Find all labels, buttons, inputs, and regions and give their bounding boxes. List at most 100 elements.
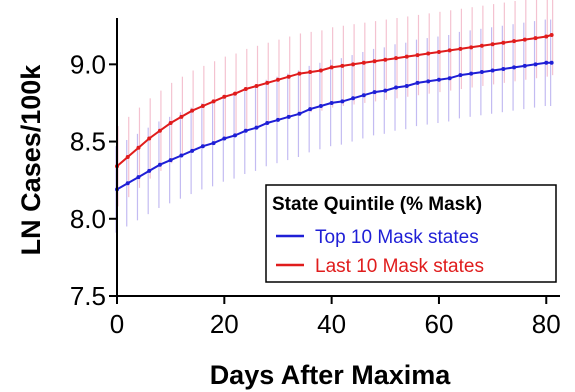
data-point [157,162,162,167]
data-point [383,88,388,93]
data-point [265,80,270,85]
data-point [522,37,527,42]
data-point [458,46,463,51]
data-point [479,43,484,48]
data-point [308,107,313,112]
x-tick-label: 60 [424,309,453,339]
data-point [501,66,506,71]
x-tick-label: 0 [110,309,124,339]
data-point [190,148,195,153]
data-point [179,153,184,158]
y-tick-label: 8.0 [70,204,106,234]
data-point [522,63,527,68]
x-axis-label: Days After Maxima [210,360,452,390]
data-point [222,94,227,99]
data-point [286,114,291,119]
data-point [308,70,313,75]
data-point [340,99,345,104]
data-point [404,54,409,59]
data-point [490,42,495,47]
data-point [415,80,420,85]
data-point [340,63,345,68]
data-point [394,85,399,90]
data-point [329,100,334,105]
data-point [286,74,291,79]
series-lines [115,32,554,192]
data-point [157,128,162,133]
data-point [318,68,323,73]
data-point [469,45,474,50]
data-point [125,155,130,159]
data-point [168,158,173,163]
data-point [447,76,452,81]
ticks: 0 20 40 60 80 7.5 8.0 8.5 9.0 [70,49,561,339]
data-point [372,59,377,64]
data-point [254,83,259,88]
data-point [549,60,554,65]
data-point [512,65,517,70]
data-point [125,181,130,186]
data-point [351,62,356,67]
data-point [179,114,184,119]
y-axis-label: LN Cases/100k [16,64,46,256]
data-point [351,96,356,101]
data-point [549,32,554,37]
data-point [200,104,205,109]
x-tick-label: 80 [532,309,561,339]
data-point [297,71,302,76]
data-point [383,57,388,62]
data-point [200,144,205,149]
data-point [436,49,441,54]
data-point [147,136,152,141]
data-point [147,168,152,173]
legend-label-last10: Last 10 Mask states [315,256,484,277]
data-point [426,51,431,56]
data-point [211,99,216,104]
data-point [415,53,420,58]
data-point [233,91,238,96]
data-point [168,121,173,126]
data-point [512,39,517,44]
data-point [243,128,248,133]
y-tick-label: 8.5 [70,127,106,157]
data-point [426,79,431,84]
data-point [436,77,441,82]
legend-label-top10: Top 10 Mask states [315,227,479,248]
data-point [404,83,409,88]
data-point [254,125,259,130]
data-point [372,90,377,95]
data-point [394,56,399,61]
data-point [243,87,248,92]
data-point [318,104,323,109]
y-tick-label: 7.5 [70,281,106,311]
data-point [190,108,195,113]
data-point [275,117,280,122]
data-point [275,77,280,82]
data-point [211,141,216,146]
legend-box [265,184,557,283]
data-point [329,65,334,70]
data-point [361,60,366,65]
data-point [458,73,463,78]
data-point [447,48,452,53]
data-point [479,70,484,75]
data-point [544,34,549,39]
data-point [533,36,538,41]
legend: State Quintile (% Mask) Top 10 Mask stat… [265,184,557,283]
data-point [265,121,270,126]
x-tick-label: 20 [210,309,239,339]
data-point [501,40,506,45]
data-point [136,175,141,180]
data-point [469,71,474,76]
data-point [297,111,302,116]
legend-title: State Quintile (% Mask) [272,194,482,215]
data-point [136,145,141,150]
data-point [361,93,366,98]
data-point [490,68,495,73]
data-point [544,60,549,65]
x-tick-label: 40 [317,309,346,339]
y-tick-label: 9.0 [70,49,106,79]
data-point [233,133,238,138]
data-point [222,136,227,141]
